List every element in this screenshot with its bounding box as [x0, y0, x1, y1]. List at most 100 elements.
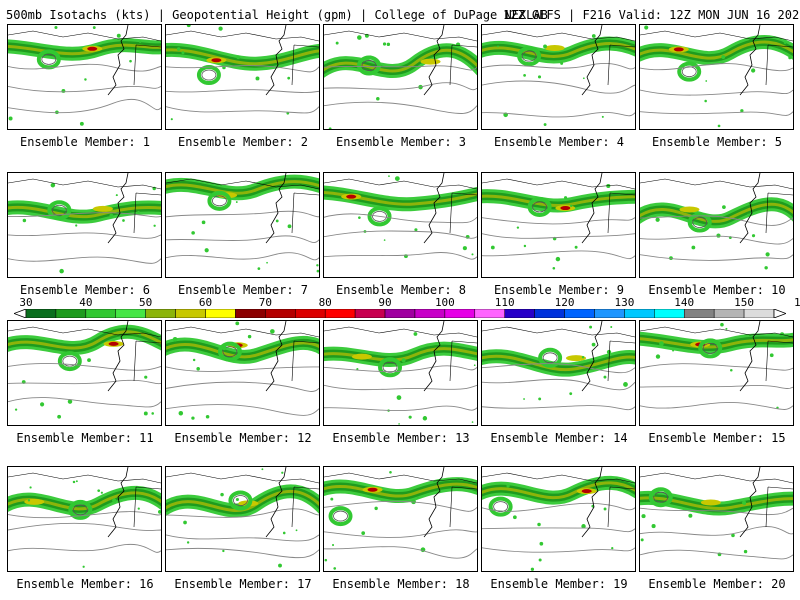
colorbar-tick-label: 30 — [19, 296, 33, 309]
run-valid-time: 12Z GEFS | F216 Valid: 12Z MON JUN 16 20… — [503, 8, 800, 22]
colorbar-swatch — [624, 309, 655, 318]
colorbar-tick-label: 140 — [674, 296, 695, 309]
colorbar-swatch — [683, 309, 715, 318]
colorbar-swatch — [534, 309, 565, 318]
colorbar-swatch — [414, 309, 446, 318]
panel-label: Ensemble Member: 8 — [335, 283, 467, 297]
panel-map — [324, 173, 477, 260]
colorbar-swatch — [85, 309, 117, 318]
panel-map — [8, 25, 161, 126]
colorbar-tick-label: 120 — [554, 296, 575, 309]
colorbar-swatch — [25, 309, 57, 318]
panel-map — [8, 173, 161, 274]
panel-label: Ensemble Member: 15 — [648, 431, 786, 445]
ensemble-panel — [323, 172, 478, 278]
panel-label: Ensemble Member: 6 — [19, 283, 151, 297]
ensemble-panel — [639, 466, 794, 572]
panel-map — [640, 467, 793, 560]
ensemble-panel — [165, 320, 320, 426]
panel-label: Ensemble Member: 5 — [651, 135, 783, 149]
colorbar-swatch — [743, 309, 775, 318]
panel-map — [482, 321, 635, 411]
ensemble-panel — [323, 24, 478, 130]
colorbar-swatch — [115, 309, 146, 318]
colorbar-tick-label: 110 — [494, 296, 515, 309]
ensemble-panel — [481, 466, 636, 572]
panel-label: Ensemble Member: 9 — [493, 283, 625, 297]
colorbar-swatch — [564, 309, 595, 318]
panel-map — [640, 321, 793, 410]
ensemble-panel — [639, 320, 794, 426]
ensemble-panel — [7, 172, 162, 278]
colorbar-swatch — [384, 309, 416, 318]
ensemble-panel — [639, 172, 794, 278]
colorbar-swatch — [354, 309, 386, 318]
panel-map — [8, 321, 161, 419]
panel-label: Ensemble Member: 11 — [16, 431, 154, 445]
colorbar-tick-label: 80 — [318, 296, 332, 309]
panel-label: Ensemble Member: 19 — [490, 577, 628, 591]
panel-label: Ensemble Member: 13 — [332, 431, 470, 445]
panel-map — [324, 467, 477, 570]
panel-label: Ensemble Member: 12 — [174, 431, 312, 445]
colorbar-left-arrow — [14, 309, 27, 318]
colorbar-swatch — [654, 309, 685, 318]
panel-map — [482, 173, 635, 270]
panel-label: Ensemble Member: 7 — [177, 283, 309, 297]
panel-map — [8, 467, 161, 568]
ensemble-panel — [7, 320, 162, 426]
colorbar-swatch — [713, 309, 745, 318]
colorbar-tick-label: 90 — [378, 296, 392, 309]
panel-label: Ensemble Member: 1 — [19, 135, 151, 149]
panel-label: Ensemble Member: 17 — [174, 577, 312, 591]
figure-title: 500mb Isotachs (kts) | Geopotential Heig… — [6, 8, 548, 22]
colorbar-swatch — [55, 309, 87, 318]
panel-map — [640, 173, 793, 270]
colorbar-swatch — [504, 309, 535, 318]
panel-map — [324, 321, 477, 425]
ensemble-panel — [639, 24, 794, 130]
colorbar-swatch — [594, 309, 625, 318]
ensemble-panel — [7, 466, 162, 572]
colorbar-swatch — [175, 309, 206, 318]
panel-map — [166, 173, 319, 273]
panel-map — [166, 467, 319, 568]
ensemble-panel — [165, 466, 320, 572]
ensemble-panel — [481, 172, 636, 278]
ensemble-panel — [481, 24, 636, 130]
colorbar-tick-label: 160 — [793, 296, 800, 309]
colorbar-swatch — [444, 309, 476, 318]
ensemble-panel — [323, 320, 478, 426]
colorbar-swatch — [145, 309, 176, 318]
panel-label: Ensemble Member: 2 — [177, 135, 309, 149]
panel-map — [482, 25, 635, 126]
panel-label: Ensemble Member: 20 — [648, 577, 786, 591]
colorbar-tick-label: 60 — [198, 296, 213, 309]
colorbar-tick-label: 130 — [614, 296, 635, 309]
ensemble-panel — [165, 24, 320, 130]
colorbar-tick-label: 50 — [139, 296, 153, 309]
panel-label: Ensemble Member: 10 — [648, 283, 786, 297]
panel-map — [324, 25, 477, 129]
panel-label: Ensemble Member: 3 — [335, 135, 467, 149]
colorbar-tick-label: 70 — [258, 296, 272, 309]
isotach-colorbar — [14, 309, 786, 318]
colorbar-tick-label: 150 — [734, 296, 755, 309]
colorbar-tick-label: 100 — [434, 296, 455, 309]
panel-map — [166, 25, 319, 121]
colorbar-swatch — [205, 309, 236, 318]
colorbar-swatch — [235, 309, 266, 318]
panel-map — [166, 321, 319, 420]
panel-label: Ensemble Member: 4 — [493, 135, 625, 149]
panel-label: Ensemble Member: 14 — [490, 431, 628, 445]
colorbar-right-arrow — [773, 309, 786, 318]
colorbar-tick-label: 40 — [79, 296, 93, 309]
panel-label: Ensemble Member: 16 — [16, 577, 154, 591]
colorbar-swatch — [295, 309, 326, 318]
colorbar-swatch — [474, 309, 505, 318]
colorbar-swatch — [265, 309, 296, 318]
panel-map — [482, 467, 635, 571]
panel-map — [640, 25, 793, 128]
ensemble-panel — [323, 466, 478, 572]
